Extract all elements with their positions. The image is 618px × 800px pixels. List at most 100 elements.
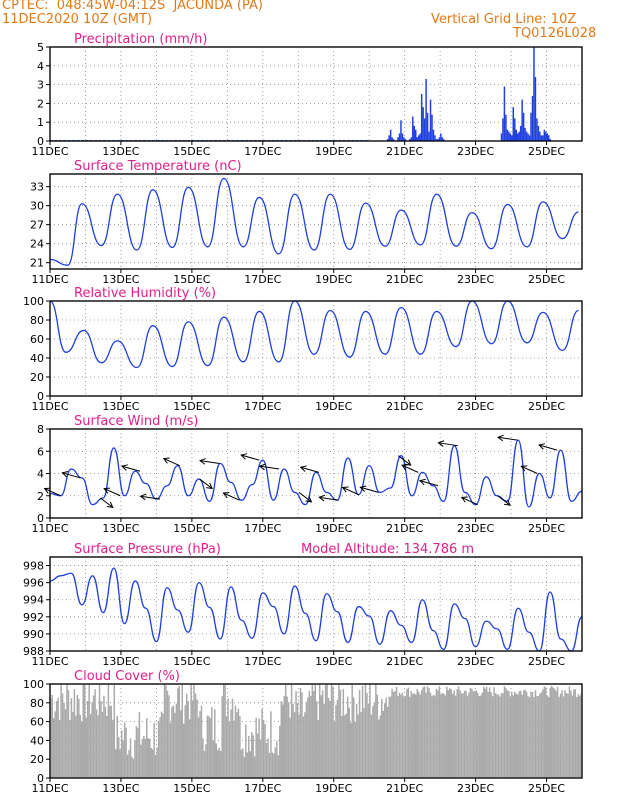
precip-bar [425,78,427,141]
precip-bar [443,139,445,141]
cloud-bar [363,708,365,778]
cloud-bar [348,707,350,778]
cloud-bar [573,689,575,778]
cloud-bar [120,730,123,778]
wind-arrow-head [305,496,313,503]
y-tick-label: 80 [30,314,44,327]
cloud-bar [441,693,444,778]
cloud-bar [416,688,418,778]
cloud-bar [314,684,316,778]
precip-bar [534,77,537,141]
cloud-bar [457,686,460,778]
cloud-bar [540,692,543,778]
y-tick-label: 2 [37,490,44,503]
cloud-bar [444,695,447,778]
precip-bar [440,133,442,141]
cloud-bar [134,740,136,778]
y-tick-label: 21 [30,257,44,270]
cloud-bar [103,695,105,778]
cloud-bar [550,685,553,778]
cloud-bar [317,720,319,778]
cloud-bar [522,690,525,778]
wind-arrow-shaft [538,444,558,451]
y-tick-label: 30 [30,200,44,213]
cloud-bar [313,691,315,778]
cloud-bar [92,695,95,778]
cloud-bar [106,716,108,778]
cloud-bar [567,693,569,778]
cloud-bar [199,711,201,778]
cloud-bar [81,721,83,778]
cloud-bar [488,687,491,778]
cloud-bar [180,710,182,778]
cloud-bar [420,690,423,778]
x-tick-label: 17DEC [244,273,281,286]
cloud-bar [100,700,102,778]
precip-bar [512,107,515,141]
cloud-bar [341,715,343,778]
cloud-bar [301,692,303,778]
wind-arrow-head [504,499,511,506]
cloud-bar [410,691,413,778]
cloud-bar [58,719,61,778]
cloud-bar [169,722,172,778]
x-tick-label: 19DEC [315,273,352,286]
x-tick-label: 11DEC [31,400,68,413]
cloud-bar [487,692,489,778]
y-tick-label: 4 [37,60,44,73]
cloud-bar [345,713,348,778]
cloud-bar [131,756,133,778]
cloud-bar [409,696,411,778]
cloud-bar [171,707,173,778]
wind-arrow-shaft [200,460,220,464]
cloud-bar [477,692,479,778]
cloud-bar [395,687,398,778]
cloud-bar [321,690,324,778]
precip-bar [533,47,535,141]
y-tick-label: 996 [23,577,44,590]
cloud-bar [364,684,367,778]
y-tick-label: 5 [37,41,44,54]
y-tick-label: 0 [37,135,44,148]
cloud-bar [63,702,65,778]
cloud-bar [440,694,442,778]
cloud-bar [50,698,52,778]
cloud-bar [324,685,327,778]
wind-arrow-shaft [163,458,181,467]
cloud-bar [342,688,345,778]
cloud-bar [347,696,349,778]
cloud-bar [267,738,269,778]
wind-arrow-head [359,485,367,492]
cloud-bar [261,708,263,778]
precip-bar [404,139,407,141]
cloud-bar [163,684,166,778]
x-tick-label: 15DEC [173,400,210,413]
x-tick-label: 15DEC [173,655,210,668]
cloud-bar [533,697,535,778]
cloud-bar [200,705,203,778]
cloud-bar [227,698,229,778]
wind-arrow-head [222,492,230,499]
precip-bar [432,129,435,141]
cloud-bar [335,704,337,778]
x-tick-label: 11DEC [31,522,68,535]
cloud-bar [404,695,407,778]
x-tick-label: 17DEC [244,145,281,158]
x-tick-label: 13DEC [102,145,139,158]
cloud-bar [296,703,299,778]
cloud-bar [310,695,312,778]
cloud-bar [183,723,185,778]
cloud-bar [228,721,231,778]
cloud-bar [184,705,186,778]
cloud-bar [216,750,219,778]
cloud-bar [373,702,376,778]
cloud-bar [137,728,139,778]
cloud-bar [286,696,288,778]
panel-annotation: Model Altitude: 134.786 m [301,542,474,557]
cloud-bar [574,689,577,778]
cloud-bar [462,693,464,778]
series-line [49,439,583,508]
cloud-bar [485,686,488,778]
wind-arrow-shaft [461,497,478,506]
panel-title: Relative Humidity (%) [74,286,216,301]
